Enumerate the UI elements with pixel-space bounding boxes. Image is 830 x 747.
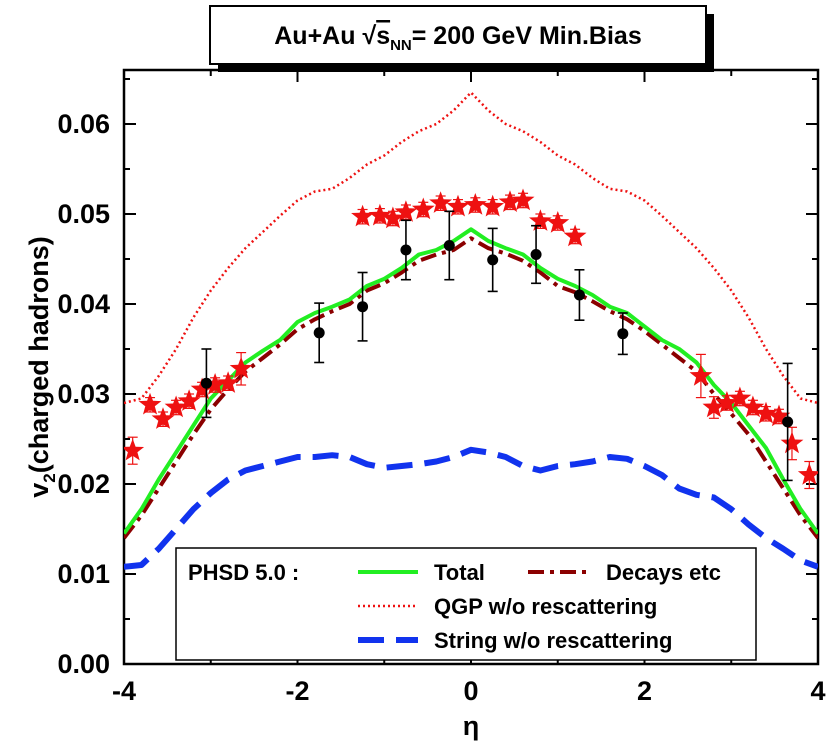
star-point <box>481 194 505 217</box>
star-point <box>381 206 405 229</box>
series-line-qgp-w-o-rescattering <box>124 91 818 405</box>
y-tick-label: 0.03 <box>57 379 110 409</box>
star-point <box>511 188 535 211</box>
y-tick-label: 0.04 <box>57 289 110 319</box>
star-point <box>498 190 522 212</box>
star-point <box>177 389 201 411</box>
star-point <box>203 373 227 395</box>
y-tick-label: 0.01 <box>57 559 110 589</box>
star-point <box>728 386 752 409</box>
star-point <box>394 200 418 222</box>
chart-title: Au+Au √sNN= 200 GeV Min.Bias <box>274 22 641 54</box>
x-tick-label: 2 <box>637 676 652 706</box>
star-point <box>216 371 240 393</box>
star-point <box>741 395 765 418</box>
star-point <box>780 431 804 454</box>
star-point <box>351 204 374 227</box>
legend-label-qgp: QGP w/o rescattering <box>434 594 657 619</box>
star-point <box>164 395 188 418</box>
star-point <box>411 197 435 220</box>
star-point <box>797 463 818 485</box>
star-point <box>229 356 253 379</box>
legend-label-total: Total <box>434 560 485 585</box>
star-point <box>138 392 162 415</box>
legend-header: PHSD 5.0 : <box>188 560 299 585</box>
star-point <box>368 203 392 226</box>
dot-point <box>617 328 629 340</box>
y-tick-labels: 0.00 0.01 0.02 0.03 0.04 0.05 0.06 <box>57 109 110 679</box>
dot-point <box>530 249 542 260</box>
x-tick-label: -2 <box>285 676 309 706</box>
y-tick-label: 0.02 <box>57 469 110 499</box>
x-tick-label: 4 <box>810 676 825 706</box>
legend-box <box>175 547 757 661</box>
dot-point <box>200 377 212 389</box>
x-tick-label: -4 <box>112 676 136 706</box>
legend-label-decays: Decays etc <box>606 560 721 585</box>
x-tick-label: 0 <box>463 676 478 706</box>
dot-point <box>400 244 412 256</box>
star-point <box>124 438 145 461</box>
star-point <box>754 401 778 424</box>
y-tick-label: 0.06 <box>57 109 110 139</box>
x-axis-title: η <box>463 711 480 741</box>
y-axis-title: v2(charged hadrons) <box>24 236 59 498</box>
legend-label-string: String w/o rescattering <box>434 628 672 653</box>
star-point <box>190 377 214 400</box>
title-box: Au+Au √sNN= 200 GeV Min.Bias <box>209 5 714 72</box>
dot-point <box>357 301 369 313</box>
star-point <box>702 395 726 418</box>
star-point <box>446 194 470 217</box>
star-point <box>151 407 175 429</box>
star-point <box>546 211 570 233</box>
legend: PHSD 5.0 : Total Decays etc QGP w/o resc… <box>175 547 757 661</box>
x-tick-labels: -4 -2 0 2 4 <box>112 676 826 706</box>
series-layer <box>124 91 818 570</box>
dot-point <box>573 289 585 301</box>
y-tick-label: 0.05 <box>57 199 110 229</box>
dot-point <box>487 254 499 266</box>
y-tick-label: 0.00 <box>57 649 110 679</box>
dot-point <box>782 416 794 428</box>
points-layer <box>124 188 818 490</box>
dot-point <box>313 327 325 339</box>
dot-point <box>443 240 455 251</box>
star-point <box>529 209 552 231</box>
star-point <box>715 391 739 413</box>
star-point <box>689 364 713 386</box>
star-point <box>767 404 791 427</box>
star-point <box>429 191 453 213</box>
star-point <box>463 193 487 215</box>
star-point <box>563 224 587 247</box>
series-line-string-w-o-rescattering <box>124 446 818 570</box>
